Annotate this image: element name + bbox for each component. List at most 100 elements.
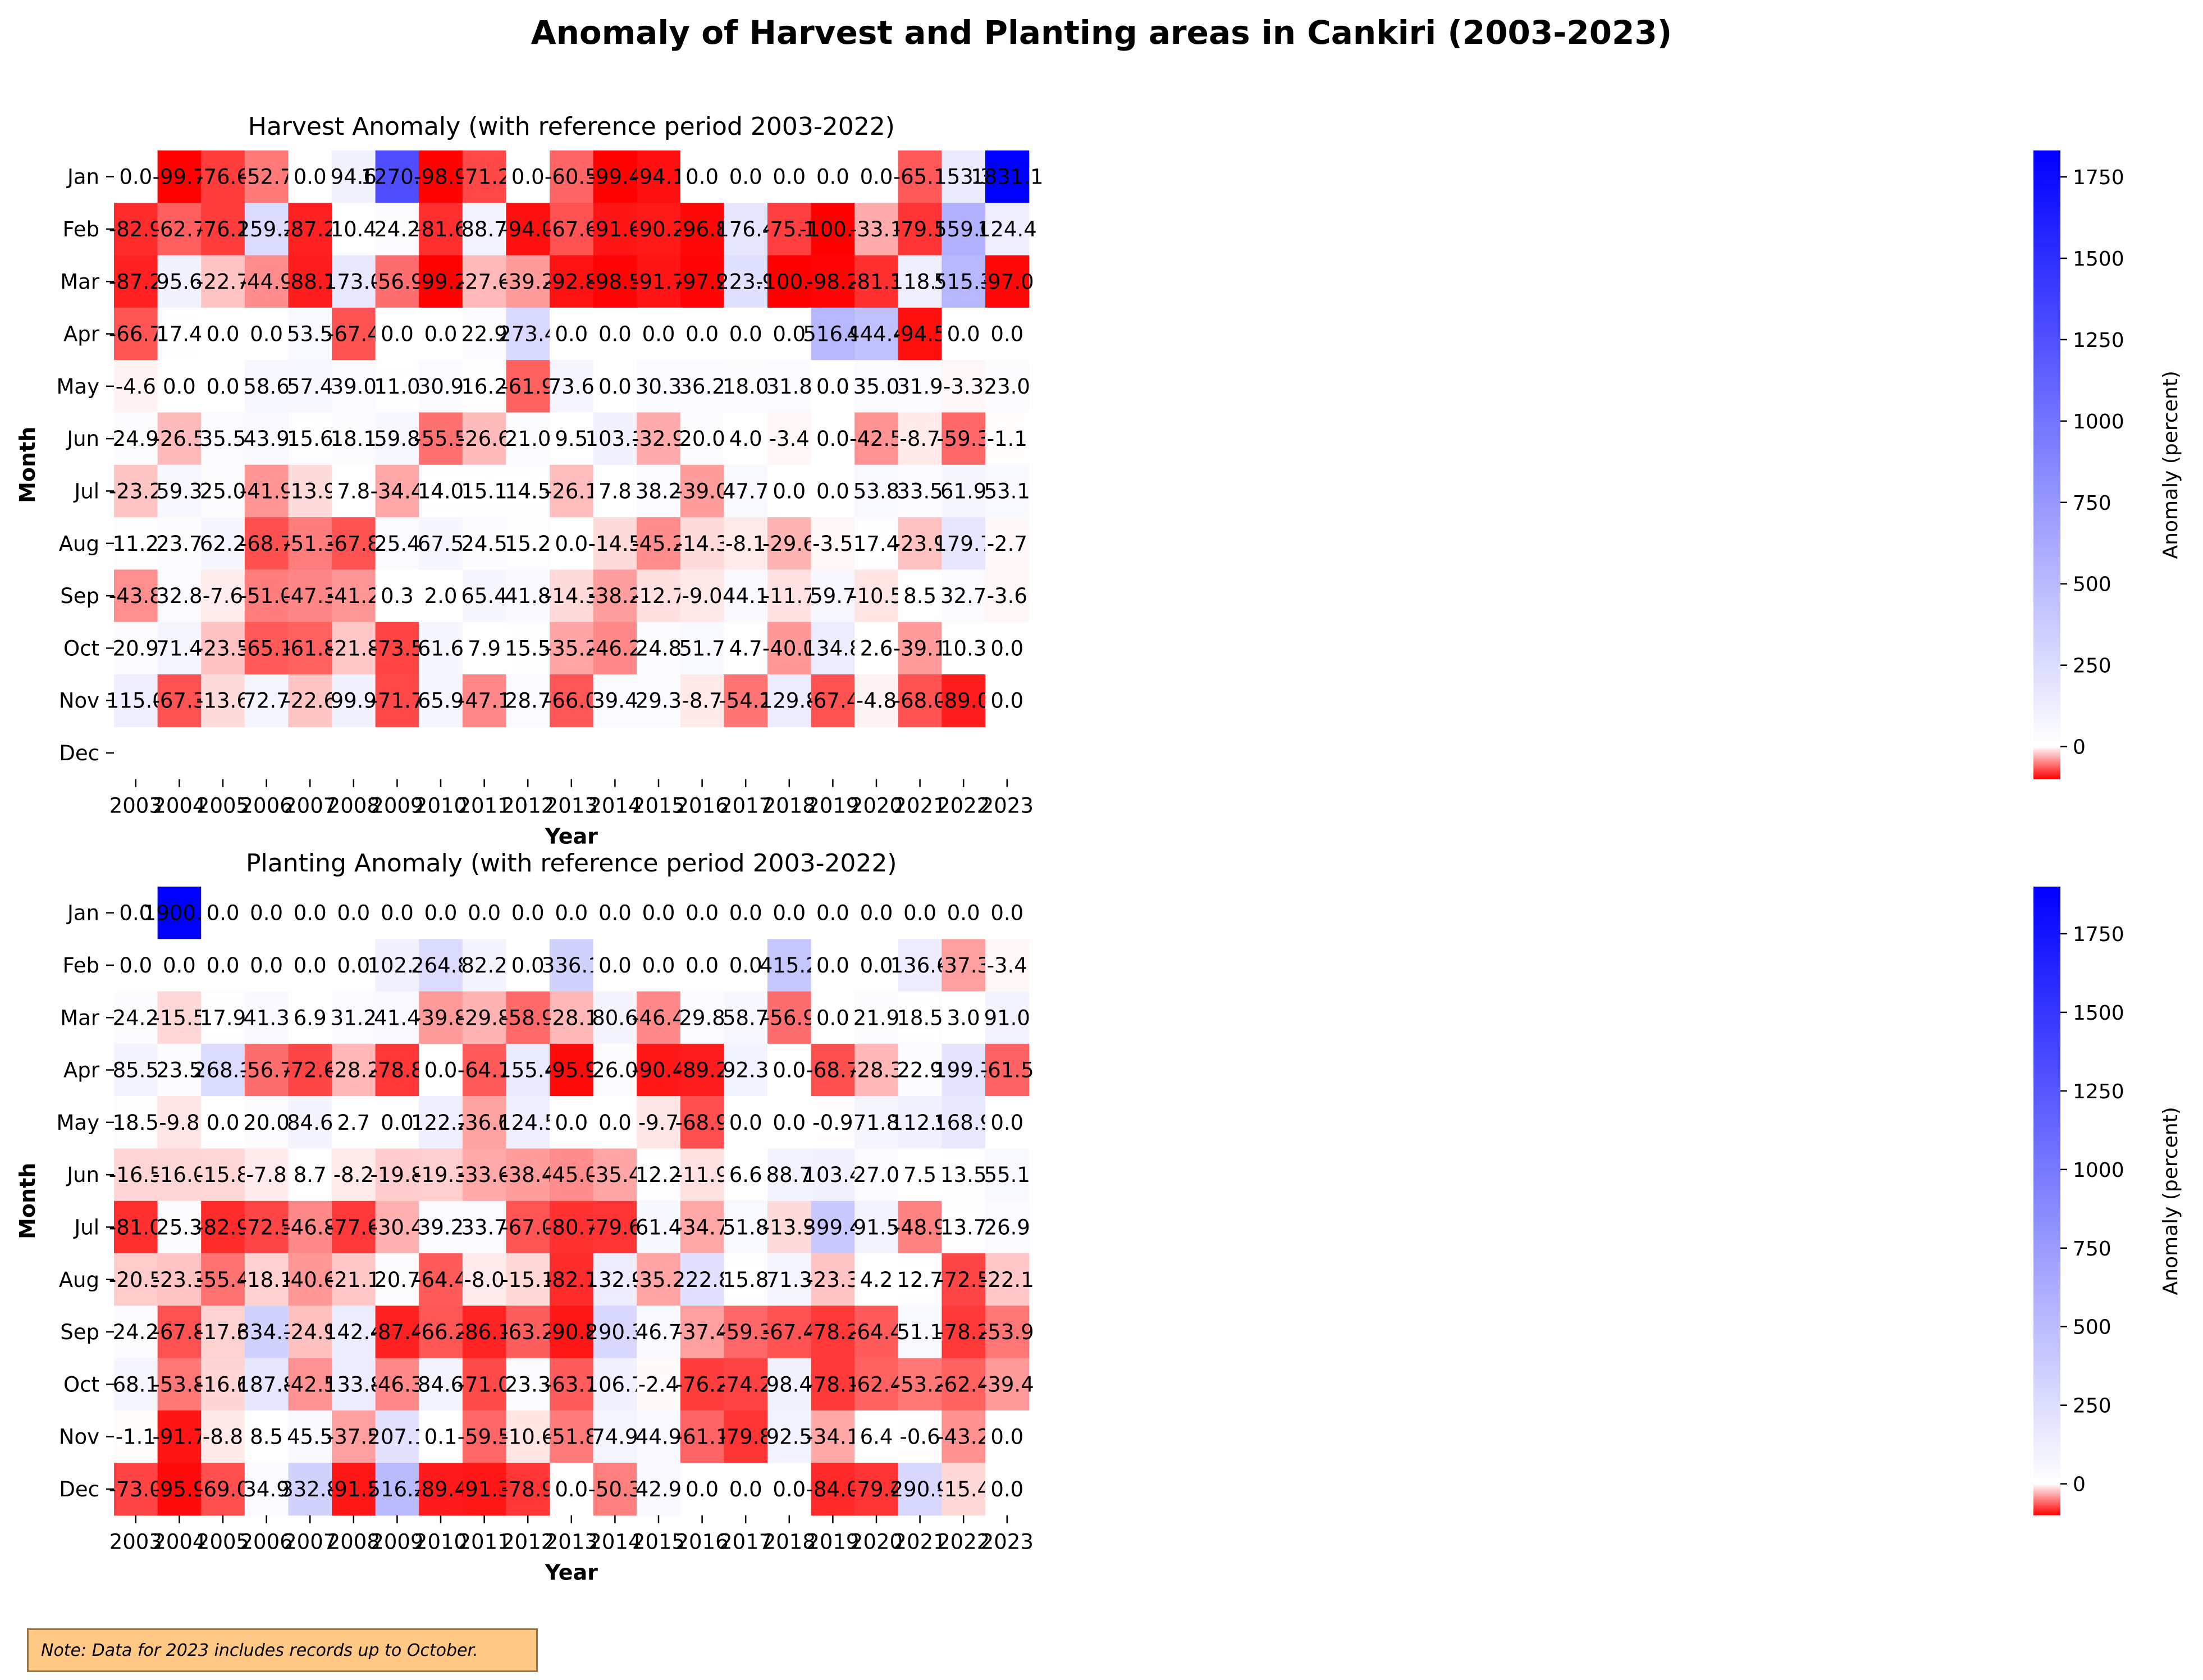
cell-label: -71.0 [458,1372,511,1396]
cell-label: -20.5 [109,1268,163,1292]
heatmap-cell [244,150,289,203]
heatmap-cell [375,1096,419,1149]
cell-label: -23.2 [109,479,163,503]
cell-label: 41.3 [243,1006,289,1030]
heatmap-cell [419,1148,463,1202]
cell-label: 94.6 [331,165,377,189]
cell-label: 0.0 [555,532,588,556]
cell-label: -51.0 [240,584,294,608]
x-tick-label: 2010 [414,794,467,818]
cell-label: -28.3 [849,1058,903,1083]
cell-label: 124.4 [977,217,1037,241]
x-axis-label: Year [545,824,598,849]
cell-label: 176.4 [716,217,775,241]
cell-label: -24.9 [283,1320,337,1344]
cell-label: -78.8 [371,1058,424,1083]
heatmap-cell [985,622,1030,675]
heatmap-cell [375,464,419,518]
heatmap-cell [637,674,681,727]
heatmap-cell [724,569,768,623]
cell-label: -33.1 [849,217,903,241]
heatmap-cell [593,203,637,256]
cell-label: 222.8 [673,1268,732,1292]
heatmap-cell [680,464,724,518]
heatmap-cell [462,991,506,1044]
heatmap-cell [637,1200,681,1254]
cell-label: 0.0 [685,1477,719,1501]
y-tick-label: Apr [63,1058,100,1083]
heatmap-cell [680,1410,724,1463]
cell-label: -21.8 [327,636,381,660]
heatmap-cell [332,1096,376,1149]
heatmap-cell [680,255,724,308]
cell-label: 53.5 [287,322,333,346]
cell-label: 0.0 [903,901,936,925]
heatmap-cell [375,360,419,413]
heatmap-cell [114,1096,158,1149]
cell-label: -82.7 [545,1268,598,1292]
cell-label: 0.0 [860,165,893,189]
x-tick-label: 2014 [588,794,641,818]
heatmap-cell [288,674,332,727]
cell-label: -38.4 [501,1163,555,1187]
heatmap-cell [506,939,550,992]
cell-label: 0.0 [642,953,675,978]
heatmap-cell [114,569,158,623]
heatmap-cell [375,1043,419,1097]
x-tick-label: 2005 [196,1530,249,1554]
cell-label: -86.1 [458,1320,511,1344]
cell-label: 0.0 [381,1111,414,1135]
heatmap-cell [419,1200,463,1254]
cell-label: 91.5 [853,1215,899,1239]
heatmap-cell [419,1463,463,1516]
heatmap-cell [811,517,855,570]
heatmap-cell [593,1253,637,1306]
heatmap-cell [244,412,289,465]
heatmap-cell [506,569,550,623]
x-axis-label: Year [545,1560,598,1585]
x-tick-label: 2022 [937,794,990,818]
x-tick-label: 2006 [240,794,293,818]
heatmap-cell [157,412,202,465]
heatmap-cell [680,412,724,465]
heatmap-cell [244,1148,289,1202]
cell-label: -82.9 [196,1215,250,1239]
cell-label: -29.6 [762,532,816,556]
heatmap-cell [941,1043,986,1097]
heatmap-cell [854,1043,899,1097]
y-axis-label: Month [15,427,40,503]
heatmap-cell [680,991,724,1044]
cell-label: -33.6 [458,1163,511,1187]
cell-label: 153.3 [934,165,993,189]
cell-label: -40.0 [762,636,816,660]
heatmap-cell [811,1043,855,1097]
heatmap-cell [898,1148,942,1202]
cell-label: 0.0 [860,901,893,925]
heatmap-cell [550,1410,594,1463]
cell-label: 415.2 [760,953,819,978]
heatmap-cell [157,1305,202,1359]
cell-label: 0.0 [773,1477,806,1501]
heatmap-cell [332,1305,376,1359]
cell-label: -47.3 [283,584,337,608]
heatmap-cell [811,412,855,465]
cell-label: 4.2 [860,1268,893,1292]
heatmap-cell [157,674,202,727]
cell-label: -88.7 [283,270,337,294]
heatmap-cell [724,939,768,992]
cell-label: -13.9 [762,1215,816,1239]
colorbar-label: Anomaly (percent) [2159,1107,2182,1295]
heatmap-cell [332,939,376,992]
y-tick-label: Dec [59,1477,99,1501]
cell-label: 0.0 [598,375,632,399]
heatmap-cell [462,1096,506,1149]
heatmap-cell [637,1410,681,1463]
cell-label: 31.2 [331,1006,377,1030]
cell-label: 17.4 [853,532,899,556]
cell-label: 59.3 [156,479,202,503]
cell-label: -56.9 [371,270,424,294]
cell-label: -26.1 [545,479,598,503]
cell-label: 73.6 [549,375,595,399]
heatmap-cell [288,203,332,256]
cell-label: 31.9 [897,375,943,399]
